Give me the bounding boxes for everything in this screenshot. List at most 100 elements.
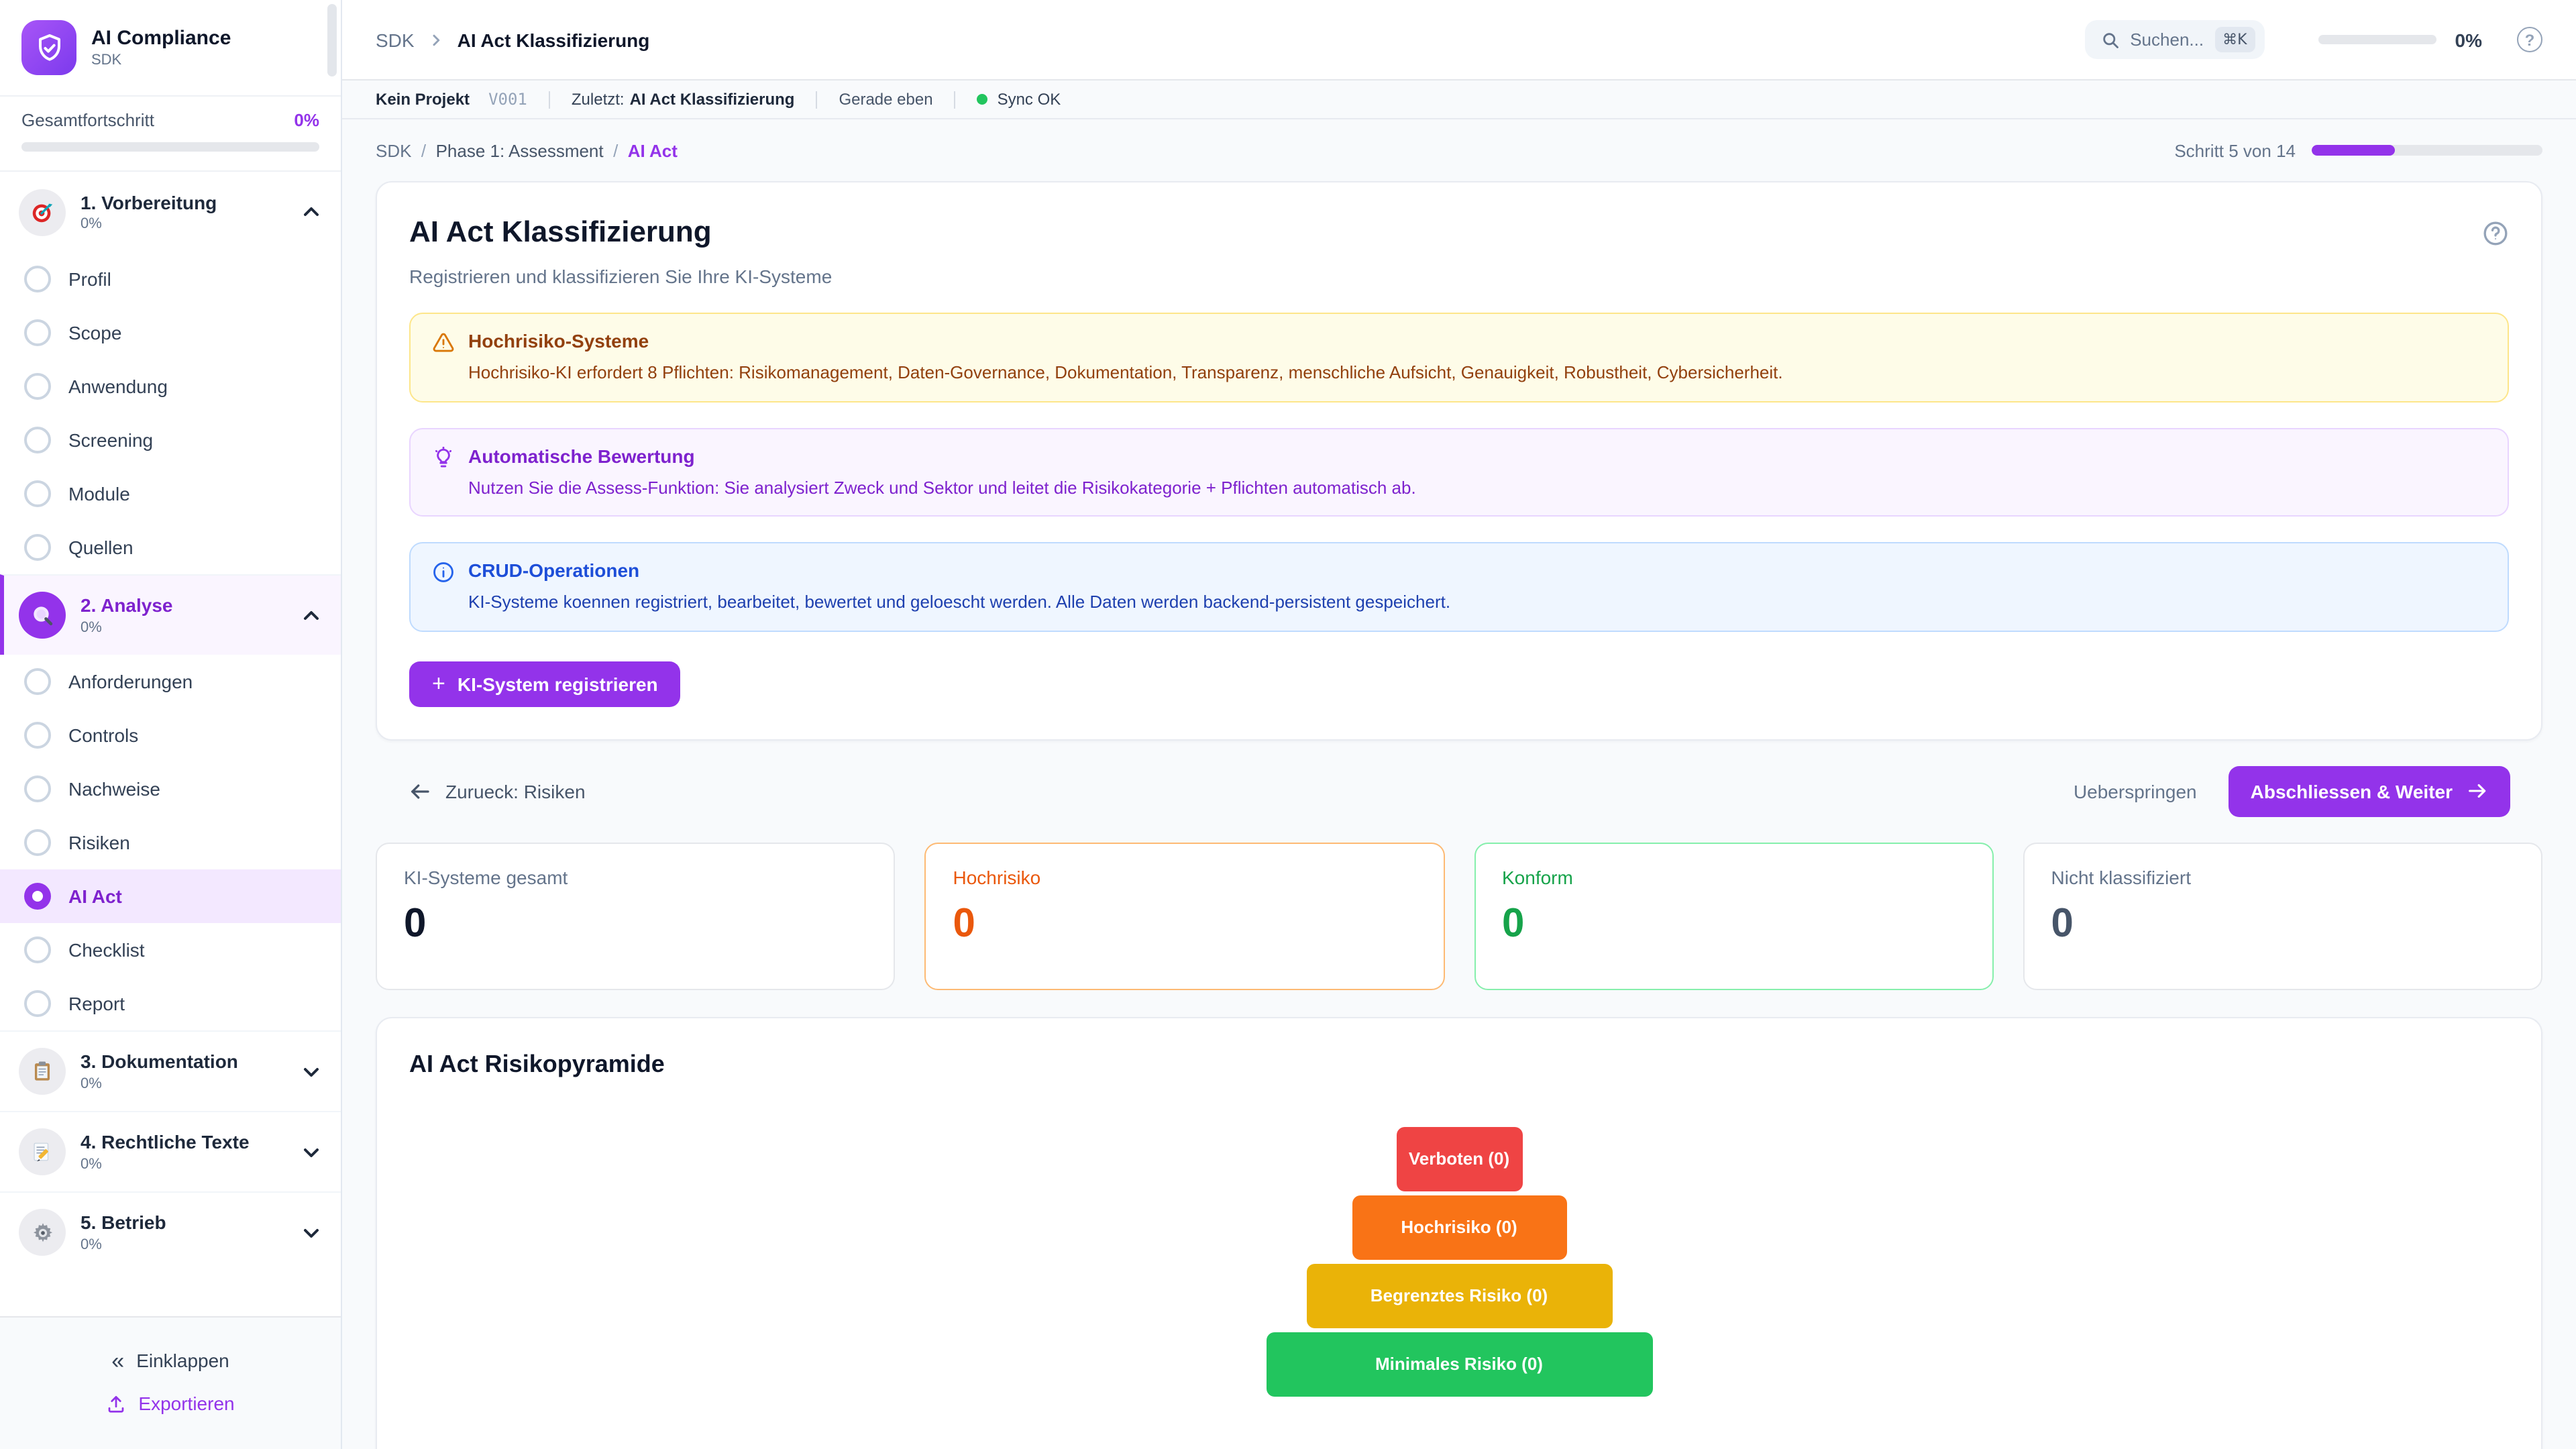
last-step-label: Zuletzt:	[571, 90, 625, 109]
pyramid-tier-hochrisiko: Hochrisiko (0)	[1352, 1195, 1566, 1260]
stat-value: 0	[1502, 901, 1525, 946]
target-icon	[19, 189, 66, 235]
alert-body: Hochrisiko-KI erfordert 8 Pflichten: Ris…	[468, 362, 1783, 382]
sidebar-item-label: Scope	[68, 322, 122, 343]
export-button[interactable]: Exportieren	[0, 1382, 341, 1425]
collapse-label: Einklappen	[136, 1350, 229, 1371]
brand-header: AI Compliance SDK	[0, 0, 341, 97]
section-label: 3. Dokumentation	[80, 1051, 238, 1073]
search-placeholder: Suchen...	[2130, 30, 2204, 50]
section-percent: 0%	[80, 216, 102, 233]
sidebar-item-anwendung[interactable]: Anwendung	[0, 360, 341, 413]
search-input[interactable]: Suchen... ⌘K	[2084, 20, 2265, 59]
sidebar-footer: « Einklappen Exportieren	[0, 1316, 341, 1449]
sidebar-item-quellen[interactable]: Quellen	[0, 521, 341, 574]
sidebar-item-module[interactable]: Module	[0, 467, 341, 521]
pyramid-tier-begrenztes-risiko: Begrenztes Risiko (0)	[1306, 1263, 1612, 1328]
arrow-left-icon	[411, 784, 429, 798]
breadcrumb-root[interactable]: SDK	[376, 29, 415, 50]
breadcrumb: SDK / Phase 1: Assessment / AI Act	[376, 140, 678, 160]
stat-label: Nicht klassifiziert	[2051, 866, 2192, 888]
finish-and-next-button[interactable]: Abschliessen & Weiter	[2229, 765, 2510, 817]
step-progress-fill	[2312, 145, 2395, 156]
alert-automatische-bewertung: Automatische Bewertung Nutzen Sie die As…	[409, 427, 2509, 517]
step-radio	[24, 722, 51, 749]
sidebar-item-label: Anforderungen	[68, 671, 193, 692]
stat-card-gesamt: KI-Systeme gesamt 0	[376, 842, 896, 990]
plus-icon: +	[432, 671, 445, 697]
sidebar-scrollbar[interactable]	[327, 4, 337, 76]
status-bar: Kein Projekt V001 Zuletzt: AI Act Klassi…	[342, 80, 2576, 119]
stat-label: Konform	[1502, 866, 1573, 888]
sidebar-item-anforderungen[interactable]: Anforderungen	[0, 655, 341, 708]
step-radio	[24, 775, 51, 802]
tier-label: Hochrisiko (0)	[1401, 1217, 1517, 1238]
chevron-right-icon	[433, 34, 439, 46]
pyramid-tier-verboten: Verboten (0)	[1396, 1126, 1522, 1191]
step-radio	[24, 266, 51, 292]
stats-row: KI-Systeme gesamt 0 Hochrisiko 0 Konform…	[376, 842, 2542, 990]
sidebar-section-vorbereitung[interactable]: 1. Vorbereitung 0%	[0, 172, 341, 252]
section-label: 5. Betrieb	[80, 1212, 166, 1234]
sidebar-section-rechtliche-texte[interactable]: 4. Rechtliche Texte 0%	[0, 1111, 341, 1191]
sidebar-item-ai-act[interactable]: AI Act	[0, 869, 341, 923]
sidebar-section-betrieb[interactable]: 5. Betrieb 0%	[0, 1191, 341, 1272]
lightbulb-icon	[435, 446, 452, 467]
sidebar-item-label: Nachweise	[68, 778, 160, 800]
export-label: Exportieren	[138, 1393, 235, 1414]
sidebar-item-label: Quellen	[68, 537, 133, 558]
skip-button[interactable]: Ueberspringen	[2073, 780, 2197, 802]
wizard-navigation: Zurueck: Risiken Ueberspringen Abschlies…	[376, 740, 2542, 842]
sidebar-section-dokumentation[interactable]: 3. Dokumentation 0%	[0, 1030, 341, 1111]
page-subtitle: Registrieren und klassifizieren Sie Ihre…	[409, 266, 833, 287]
sidebar-item-scope[interactable]: Scope	[0, 306, 341, 360]
collapse-sidebar-button[interactable]: « Einklappen	[0, 1339, 341, 1382]
page-breadcrumb-row: SDK / Phase 1: Assessment / AI Act Schri…	[376, 119, 2542, 181]
section-percent: 0%	[80, 1236, 102, 1253]
sidebar-item-profil[interactable]: Profil	[0, 252, 341, 306]
sidebar-item-report[interactable]: Report	[0, 977, 341, 1030]
section-percent: 0%	[80, 1075, 102, 1092]
sidebar-item-controls[interactable]: Controls	[0, 708, 341, 762]
sidebar-item-label: Anwendung	[68, 376, 168, 397]
sidebar-item-label: AI Act	[68, 885, 122, 907]
stat-card-hochrisiko: Hochrisiko 0	[924, 842, 1444, 990]
sidebar-item-nachweise[interactable]: Nachweise	[0, 762, 341, 816]
chevron-down-icon	[304, 1228, 319, 1237]
section-percent: 0%	[80, 619, 102, 636]
stat-value: 0	[2051, 901, 2074, 946]
register-ki-system-button[interactable]: + KI-System registrieren	[409, 661, 681, 707]
overall-progress-bar	[21, 142, 319, 152]
card-help-icon[interactable]	[2482, 220, 2509, 254]
stat-card-konform: Konform 0	[1474, 842, 1994, 990]
step-progress-bar	[2312, 145, 2542, 156]
shield-check-icon	[21, 20, 76, 75]
sidebar-item-screening[interactable]: Screening	[0, 413, 341, 467]
help-icon[interactable]: ?	[2517, 27, 2542, 52]
project-name: Kein Projekt	[376, 90, 470, 109]
ai-act-card: AI Act Klassifizierung Registrieren und …	[376, 181, 2542, 741]
sidebar-item-label: Checklist	[68, 939, 145, 961]
step-radio	[24, 668, 51, 695]
breadcrumb-sdk[interactable]: SDK	[376, 140, 412, 160]
breadcrumb-ai-act: AI Act	[627, 140, 678, 160]
sidebar-item-risiken[interactable]: Risiken	[0, 816, 341, 869]
back-link[interactable]: Zurueck: Risiken	[408, 779, 586, 803]
page-content: SDK / Phase 1: Assessment / AI Act Schri…	[342, 119, 2576, 1449]
sidebar-item-label: Report	[68, 993, 125, 1014]
app-subtitle: SDK	[91, 52, 122, 68]
sidebar-item-checklist[interactable]: Checklist	[0, 923, 341, 977]
sidebar-nav: 1. Vorbereitung 0% Profil Scope Anwendun…	[0, 172, 341, 1316]
alert-title: CRUD-Operationen	[468, 559, 640, 582]
sidebar-item-label: Risiken	[68, 832, 130, 853]
sidebar-item-label: Screening	[68, 429, 154, 451]
last-saved-time: Gerade eben	[839, 90, 933, 109]
breadcrumb-phase[interactable]: Phase 1: Assessment	[435, 140, 604, 160]
main-column: SDK AI Act Klassifizierung Suchen... ⌘K …	[342, 0, 2576, 1449]
sync-status-dot	[977, 94, 988, 105]
tier-label: Begrenztes Risiko (0)	[1370, 1285, 1548, 1306]
chevron-up-icon	[304, 207, 319, 216]
alert-hochrisiko-systeme: Hochrisiko-Systeme Hochrisiko-KI erforde…	[409, 313, 2509, 402]
step-radio	[24, 480, 51, 507]
sidebar-section-analyse[interactable]: 2. Analyse 0%	[0, 574, 341, 655]
